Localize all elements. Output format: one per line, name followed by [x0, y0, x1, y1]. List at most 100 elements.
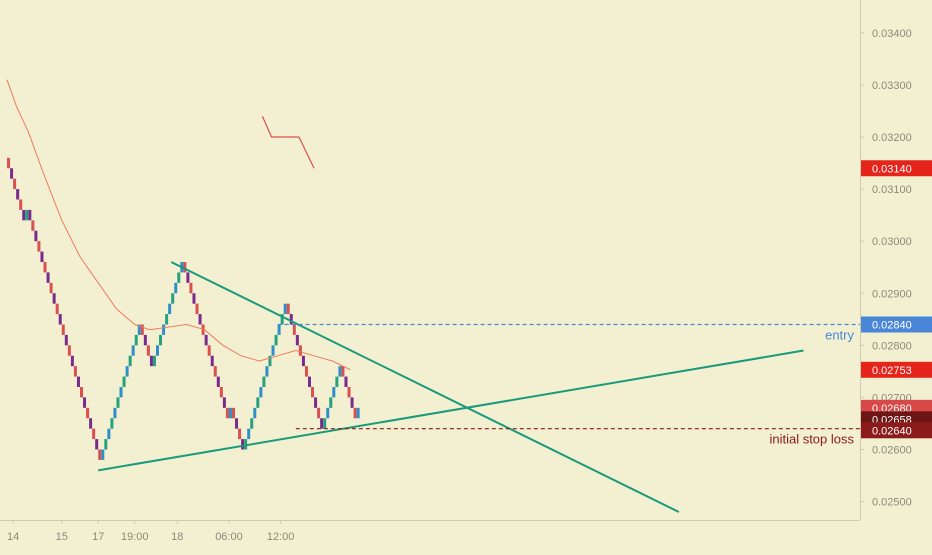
price-tag[interactable]: 0.02753 — [861, 361, 932, 378]
renko-brick-down — [61, 324, 65, 335]
moving-average-layer — [6, 79, 351, 371]
renko-brick-up — [326, 407, 330, 419]
renko-brick-up — [277, 324, 281, 335]
renko-brick-down — [304, 366, 308, 377]
renko-brick-down — [7, 157, 11, 169]
x-tick-label: 06:00 — [215, 531, 243, 543]
renko-brick-down — [83, 397, 87, 408]
renko-brick-down — [19, 199, 23, 210]
renko-brick-down — [67, 345, 71, 356]
renko-brick-down — [225, 407, 229, 419]
renko-brick-down — [58, 314, 62, 325]
price-tag-label: 0.02753 — [872, 365, 912, 377]
renko-brick-up — [25, 209, 29, 221]
renko-brick-down — [238, 428, 242, 440]
renko-brick-down — [143, 334, 147, 346]
indicator-fragment-line — [261, 115, 315, 169]
renko-brick-down — [298, 345, 302, 356]
y-tick-label: 0.03300 — [872, 80, 912, 92]
renko-brick-down — [353, 407, 357, 419]
renko-brick-down — [183, 262, 187, 273]
renko-brick-down — [16, 189, 20, 200]
x-tick-label: 15 — [56, 531, 68, 543]
price-tags-layer: 0.031400.028400.027530.026800.026580.026… — [861, 160, 932, 439]
x-tick-label: 17 — [92, 531, 104, 543]
renko-bricks — [7, 157, 360, 460]
entry-line-label: entry — [825, 328, 854, 343]
lower-trendline[interactable] — [98, 349, 804, 472]
renko-brick-up — [101, 449, 105, 460]
renko-brick-up — [265, 366, 269, 377]
price-tag-background — [861, 160, 932, 177]
renko-brick-up — [113, 407, 117, 419]
renko-brick-down — [10, 168, 14, 179]
renko-brick-down — [213, 366, 217, 377]
renko-brick-up — [338, 366, 342, 377]
renko-brick-up — [125, 366, 129, 377]
renko-brick-up — [283, 303, 287, 315]
renko-brick-down — [43, 262, 47, 273]
renko-brick-up — [152, 355, 156, 367]
renko-brick-down — [295, 334, 299, 346]
price-tag[interactable]: 0.03140 — [861, 160, 932, 177]
renko-brick-down — [341, 366, 345, 377]
renko-brick-down — [207, 345, 211, 356]
price-tag-background — [861, 316, 932, 333]
renko-brick-up — [131, 345, 135, 356]
y-tick-label: 0.02800 — [872, 340, 912, 352]
renko-brick-up — [168, 303, 172, 315]
renko-brick-down — [49, 282, 53, 294]
renko-brick-down — [314, 397, 318, 408]
renko-brick-up — [156, 345, 159, 356]
renko-brick-down — [86, 407, 90, 419]
price-tag-label: 0.03140 — [872, 163, 912, 175]
renko-brick-down — [95, 439, 99, 450]
renko-brick-down — [52, 293, 56, 304]
renko-brick-down — [192, 293, 196, 304]
y-tick-label: 0.03400 — [872, 28, 912, 40]
renko-brick-down — [98, 449, 102, 460]
y-tick-label: 0.02500 — [872, 497, 912, 509]
y-tick-label: 0.02600 — [872, 445, 912, 457]
renko-brick-up — [165, 314, 169, 325]
renko-brick-down — [76, 376, 80, 387]
x-tick-label: 18 — [171, 531, 183, 543]
renko-brick-up — [171, 293, 175, 304]
renko-brick-up — [110, 418, 114, 429]
renko-brick-down — [292, 324, 296, 335]
renko-brick-down — [64, 334, 68, 346]
renko-brick-down — [22, 209, 26, 221]
x-tick-label: 12:00 — [267, 531, 295, 543]
renko-brick-up — [262, 376, 266, 387]
renko-brick-up — [356, 407, 360, 419]
renko-brick-up — [332, 387, 336, 398]
renko-brick-down — [89, 418, 93, 429]
drawing-tools-layer: entry initial stop loss — [98, 261, 860, 513]
moving-average-line — [6, 79, 351, 371]
renko-brick-down — [286, 303, 290, 315]
renko-brick-down — [289, 314, 293, 325]
price-tag-background — [861, 422, 932, 439]
renko-brick-up — [274, 334, 278, 346]
renko-brick-up — [250, 418, 254, 429]
price-tag-background — [861, 361, 932, 378]
renko-brick-up — [256, 397, 260, 408]
upper-trendline[interactable] — [170, 261, 680, 513]
price-tag[interactable]: 0.02840 — [861, 316, 932, 333]
renko-brick-down — [216, 376, 220, 387]
renko-brick-down — [241, 439, 245, 450]
renko-brick-down — [317, 407, 321, 419]
price-tag[interactable]: 0.02640 — [861, 422, 932, 439]
x-tick-label: 19:00 — [121, 531, 149, 543]
y-tick-label: 0.03200 — [872, 132, 912, 144]
renko-brick-up — [134, 334, 138, 346]
renko-brick-down — [70, 355, 74, 367]
renko-brick-down — [189, 282, 193, 294]
renko-brick-down — [186, 272, 190, 283]
renko-brick-down — [13, 178, 17, 190]
renko-brick-up — [116, 397, 120, 408]
renko-brick-up — [228, 407, 232, 419]
renko-brick-down — [308, 376, 311, 387]
